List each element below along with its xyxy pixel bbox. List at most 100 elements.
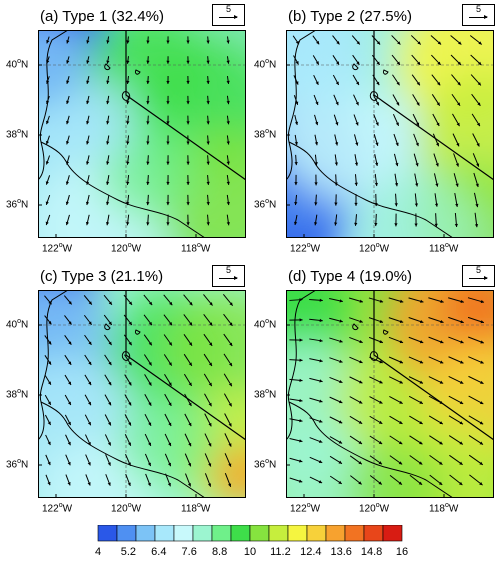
lat-label-36-b: 36oN [254,198,277,211]
wind-vector-head [375,101,379,106]
wind-vector-head [45,221,49,226]
wind-vector-head [436,102,440,106]
wind-vector-head [375,122,379,126]
wind-vector-head [395,162,399,167]
wind-vector-head [336,61,340,65]
wind-vector-head [419,420,423,424]
wind-vector-head [378,440,383,445]
wind-vector-head [68,301,72,305]
panel-d [286,290,494,498]
wind-vector-head [88,401,91,406]
wind-vector-head [299,398,303,403]
wind-vector-head [318,439,323,443]
wind-vector-head [209,302,213,306]
wind-vector-head [85,201,90,206]
wind-vector-head [479,421,484,425]
wind-vector-head [396,61,400,65]
wind-vector-head [188,402,192,407]
wind-vector-head [439,461,443,465]
wind-vector-head [480,299,484,304]
wind-vector-head [48,341,52,345]
state-border [125,290,246,441]
wind-vector-head [399,340,404,344]
wind-vector-head [354,222,358,226]
wind-vector-head [68,321,72,325]
wind-vector-head [206,40,210,44]
wind-vector-head [128,301,133,305]
wind-vector-head [188,462,192,467]
wind-vector-head [454,223,459,228]
wind-vector-head [186,40,190,44]
panel-frame [38,290,246,498]
wind-vector-head [188,422,192,427]
wind-vector-head [226,80,230,84]
wind-vector-head [45,120,50,125]
wind-vector-head [374,182,379,187]
panel-frame [38,30,246,238]
wind-vector-head [476,143,480,147]
wind-vector-head [358,420,363,424]
lat-label-40-a: 40oN [6,58,29,71]
wind-vector-head [45,140,50,145]
wind-vector-head [209,322,213,326]
field-shading [38,30,246,238]
colorbar-label: 8.8 [212,546,227,558]
wind-vectors [289,297,485,486]
wind-vector-head [228,463,232,467]
wind-vector-head [226,100,230,105]
wind-vector-head [460,320,464,324]
wind-vector-head [226,121,230,125]
colorbar-label: 16 [396,546,408,558]
wind-vector-head [378,420,383,424]
wind-vector-head [455,203,459,207]
wind-vector-head [229,362,233,367]
wind-vector-head [399,319,404,324]
wind-vector-head [298,479,303,483]
wind-vector-head [356,61,360,65]
wind-vector-head [168,402,172,406]
wind-vector-head [186,101,190,105]
wind-vector-head [438,481,443,485]
wind-vector-head [295,101,299,105]
wind-vector-head [415,142,419,147]
wind-vector-head [299,338,303,342]
wind-vector-head [86,40,90,44]
wind-vector-head [146,222,150,226]
wind-vector-head [480,340,484,344]
wind-vector-head [106,161,110,165]
wind-vector-head [460,299,464,304]
wind-vector-head [126,181,130,185]
wind-vector-head [315,61,319,65]
wind-vector-head [478,41,482,45]
map-panel-d [286,290,494,498]
wind-vector-head [67,421,71,426]
wind-vector-head [106,40,110,44]
wind-vector-head [46,60,50,64]
wind-vector-head [168,422,172,426]
colorbar-label: 10 [244,546,256,558]
wind-vector-head [314,141,319,146]
wind-vector-head [419,380,423,384]
wind-vector-head [188,362,192,366]
wind-vector-head [48,321,52,325]
wind-vector-head [86,80,90,84]
wind-vector-head [299,358,303,362]
reference-arrow-icon [469,276,488,280]
colorbar: 4 5.2 6.4 7.6 8.8 10 11.2 12.4 13.6 14.8 16 [95,525,408,558]
panel-d-reference-vector: 5 [462,265,495,287]
wind-vector-head [105,222,110,226]
wind-vector-head [189,301,193,306]
wind-vector-head [88,381,92,386]
wind-vector-head [314,222,318,226]
wind-vector-head [437,81,441,86]
wind-vector-head [395,142,399,146]
wind-vector-head [419,360,424,364]
wind-vector-head [47,381,51,385]
wind-vector-head [459,400,464,404]
wind-vector-head [459,461,463,465]
wind-vector-head [226,60,230,64]
reference-arrow-icon [219,276,238,280]
wind-vector-head [295,81,299,85]
wind-vector-head [166,222,170,226]
reference-value: 5 [225,4,231,14]
